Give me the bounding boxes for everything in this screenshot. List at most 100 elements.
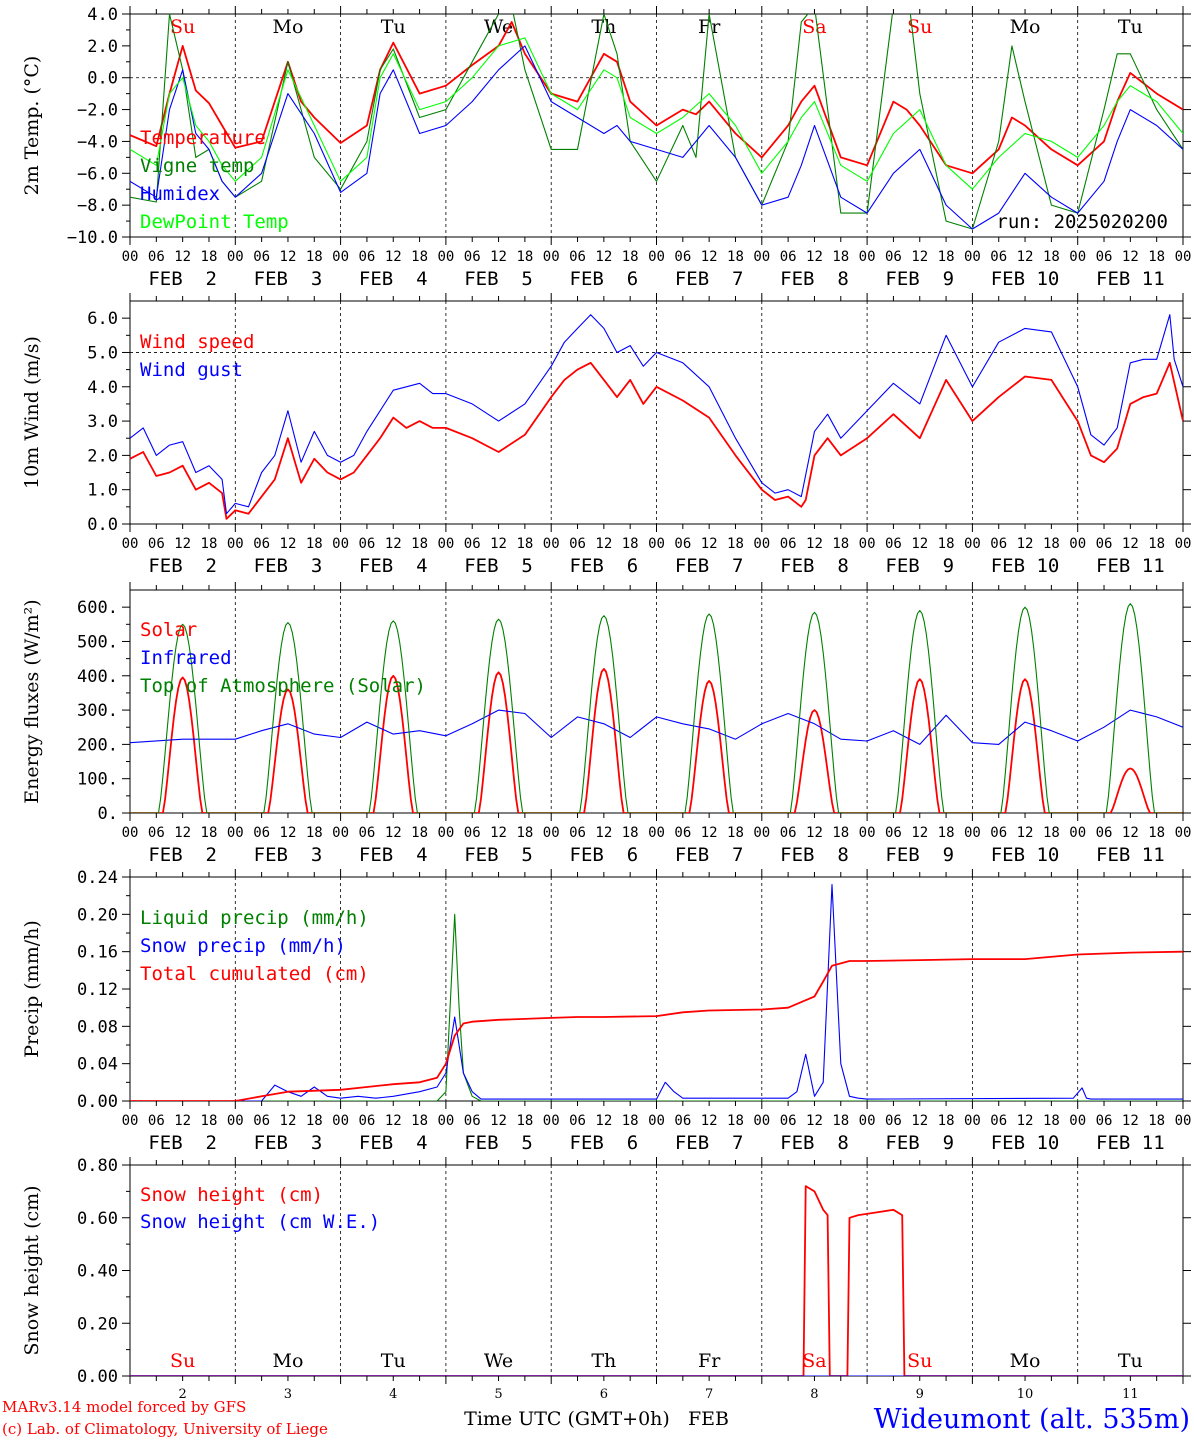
y-axis-label: 2m Temp. (°C) <box>21 56 43 196</box>
x-hour-label: 00 <box>122 825 139 841</box>
x-hour-label: 06 <box>253 1113 270 1129</box>
x-hour-label: 06 <box>780 249 797 265</box>
x-hour-label: 00 <box>332 1113 349 1129</box>
x-hour-label: 18 <box>727 536 744 552</box>
panel-snow: 0.00 0.20 0.40 0.60 0.80 Snow height (cm) Su Mo… <box>21 1156 1191 1387</box>
x-hour-label: 18 <box>832 536 849 552</box>
x-hour-label: 18 <box>938 536 955 552</box>
x-date-label: FEB 9 <box>885 1132 954 1154</box>
x-hour-label: 12 <box>280 825 297 841</box>
x-day-number: 11 <box>1122 1387 1139 1402</box>
x-date-label: FEB 2 <box>148 1132 217 1154</box>
x-hour-label: 00 <box>227 1113 244 1129</box>
y-tick-label: −6.0 <box>77 164 118 184</box>
series-group <box>130 14 1183 230</box>
model-credit: MARv3.14 model forced by GFS <box>2 1398 246 1416</box>
x-date-label: FEB 5 <box>464 268 533 290</box>
x-hour-label: 12 <box>806 249 823 265</box>
x-hour-label: 00 <box>1069 1113 1086 1129</box>
x-hour-label: 00 <box>648 1113 665 1129</box>
x-hour-label: 18 <box>832 249 849 265</box>
x-hour-label: 00 <box>1175 536 1192 552</box>
x-hour-label: 12 <box>490 825 507 841</box>
x-hour-label: 18 <box>938 249 955 265</box>
day-abbrev-label: Tu <box>1118 16 1143 38</box>
y-tick-label: −8.0 <box>77 196 118 216</box>
x-hour-label: 00 <box>964 249 981 265</box>
x-hour-label: 18 <box>306 825 323 841</box>
legend-entry: Temperature <box>140 127 266 149</box>
x-hour-label: 00 <box>1175 1113 1192 1129</box>
x-day-number: 6 <box>600 1387 608 1402</box>
panel-energy: 0. 100. 200. 300. 400. 500. 600. Energy fluxes … <box>21 582 1191 866</box>
x-hour-label: 18 <box>411 536 428 552</box>
x-hour-label: 06 <box>358 249 375 265</box>
legend-entry: Humidex <box>140 183 220 205</box>
x-hour-label: 18 <box>1148 1113 1165 1129</box>
x-hour-label: 18 <box>727 1113 744 1129</box>
day-abbrev-label: Sa <box>802 16 826 38</box>
x-hour-label: 12 <box>280 536 297 552</box>
x-date-label: FEB 5 <box>464 1132 533 1154</box>
day-abbrev-label: Mo <box>1010 16 1041 38</box>
day-abbrev-label: Fr <box>698 16 721 38</box>
x-date-label: FEB 9 <box>885 555 954 577</box>
lab-credit: (c) Lab. of Climatology, University of L… <box>2 1420 328 1438</box>
x-hour-label: 18 <box>622 1113 639 1129</box>
y-tick-label: 0.80 <box>77 1156 118 1176</box>
y-tick-label: −10.0 <box>67 228 118 248</box>
x-hour-label: 00 <box>648 536 665 552</box>
x-hour-label: 00 <box>859 825 876 841</box>
series-line-dewpoint-temp <box>130 37 1183 190</box>
x-hour-label: 06 <box>780 825 797 841</box>
x-hour-label: 06 <box>885 825 902 841</box>
x-hour-label: 06 <box>358 536 375 552</box>
legend-entry: Wind gust <box>140 359 243 381</box>
x-hour-label: 12 <box>1122 249 1139 265</box>
x-date-label: FEB 5 <box>464 844 533 866</box>
series-line-wind-speed <box>130 361 1183 520</box>
x-hour-label: 06 <box>1096 249 1113 265</box>
x-hour-label: 12 <box>806 825 823 841</box>
y-tick-label: 400. <box>77 667 118 687</box>
y-tick-label: 0.12 <box>77 980 118 1000</box>
x-hour-label: 18 <box>306 249 323 265</box>
series-line-wind-gust <box>130 314 1183 515</box>
x-hour-label: 00 <box>437 1113 454 1129</box>
y-tick-label: 0.60 <box>77 1209 118 1229</box>
x-hour-label: 18 <box>411 825 428 841</box>
legend-entry: Infrared <box>140 647 232 669</box>
x-hour-label: 00 <box>648 249 665 265</box>
x-hour-label: 00 <box>437 536 454 552</box>
day-abbrev-label: Tu <box>381 1350 406 1372</box>
x-hour-label: 00 <box>753 1113 770 1129</box>
x-hour-label: 00 <box>227 249 244 265</box>
x-hour-label: 12 <box>595 1113 612 1129</box>
x-hour-label: 00 <box>1175 825 1192 841</box>
x-hour-label: 06 <box>569 249 586 265</box>
series-group <box>130 314 1183 520</box>
x-hour-label: 00 <box>543 825 560 841</box>
x-hour-label: 06 <box>780 1113 797 1129</box>
legend-entry: Total cumulated (cm) <box>140 963 369 985</box>
x-hour-label: 00 <box>543 1113 560 1129</box>
panel-wind: 0.0 1.0 2.0 3.0 4.0 5.0 6.0 10m Wind (m/s) 00 06 1… <box>21 293 1191 577</box>
x-date-label: FEB 2 <box>148 268 217 290</box>
x-hour-label: 00 <box>437 825 454 841</box>
y-tick-label: 600. <box>77 598 118 618</box>
x-hour-label: 12 <box>911 249 928 265</box>
x-date-label: FEB 7 <box>675 268 744 290</box>
x-hour-label: 12 <box>385 536 402 552</box>
x-date-label: FEB 9 <box>885 268 954 290</box>
x-hour-label: 00 <box>122 536 139 552</box>
series-line-solar <box>130 668 1183 813</box>
y-tick-label: 200. <box>77 735 118 755</box>
x-hour-label: 06 <box>569 825 586 841</box>
x-hour-label: 18 <box>516 1113 533 1129</box>
x-date-label: FEB 10 <box>991 844 1060 866</box>
x-hour-label: 06 <box>1096 536 1113 552</box>
y-tick-label: 0.24 <box>77 868 118 888</box>
series-line-snow-precip-mm-h- <box>130 883 1183 1101</box>
x-hour-label: 06 <box>253 249 270 265</box>
x-date-label: FEB 10 <box>991 555 1060 577</box>
